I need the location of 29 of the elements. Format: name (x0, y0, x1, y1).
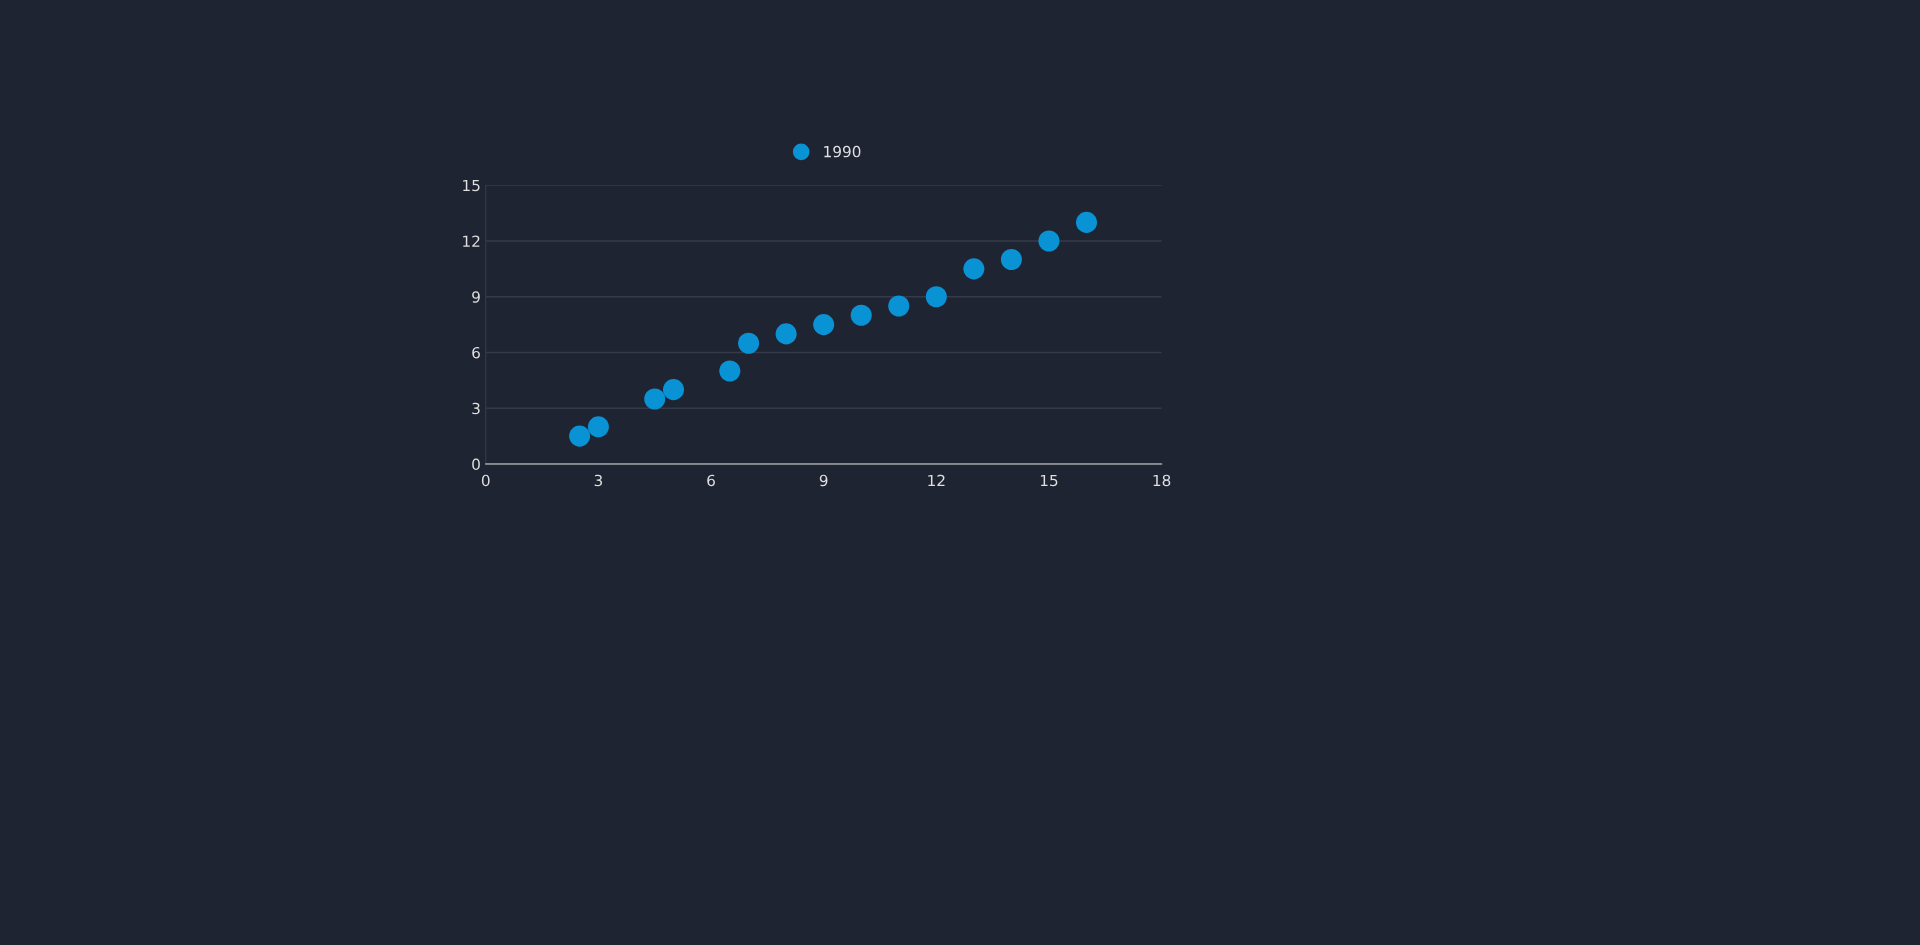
y-tick-label: 12 (463, 235, 480, 247)
point (719, 360, 741, 382)
point (925, 286, 947, 308)
x-tick-label: 9 (819, 474, 828, 487)
point (1038, 230, 1060, 252)
legend-label: 1990 (824, 145, 861, 158)
point (888, 295, 910, 317)
point (569, 425, 591, 447)
point (644, 388, 666, 410)
y-tick-label: 0 (472, 458, 480, 471)
point (662, 379, 685, 401)
y-tick-label: 6 (472, 346, 480, 359)
y-tick-label: 9 (472, 291, 480, 303)
x-tick-label: 18 (1153, 474, 1171, 487)
point (587, 416, 609, 438)
point (813, 314, 835, 336)
y-tick-label: 15 (463, 179, 480, 192)
point (775, 323, 797, 345)
point (850, 304, 872, 326)
x-tick-label: 15 (1040, 474, 1058, 487)
x-tick-label: 6 (707, 474, 715, 487)
y-tick-label: 3 (472, 402, 480, 415)
x-tick-label: 0 (481, 474, 490, 487)
point (738, 332, 760, 354)
x-tick-label: 12 (928, 474, 945, 487)
x-tick-label: 3 (594, 474, 603, 487)
point (1075, 211, 1098, 233)
point (1000, 249, 1022, 271)
point (963, 258, 985, 280)
